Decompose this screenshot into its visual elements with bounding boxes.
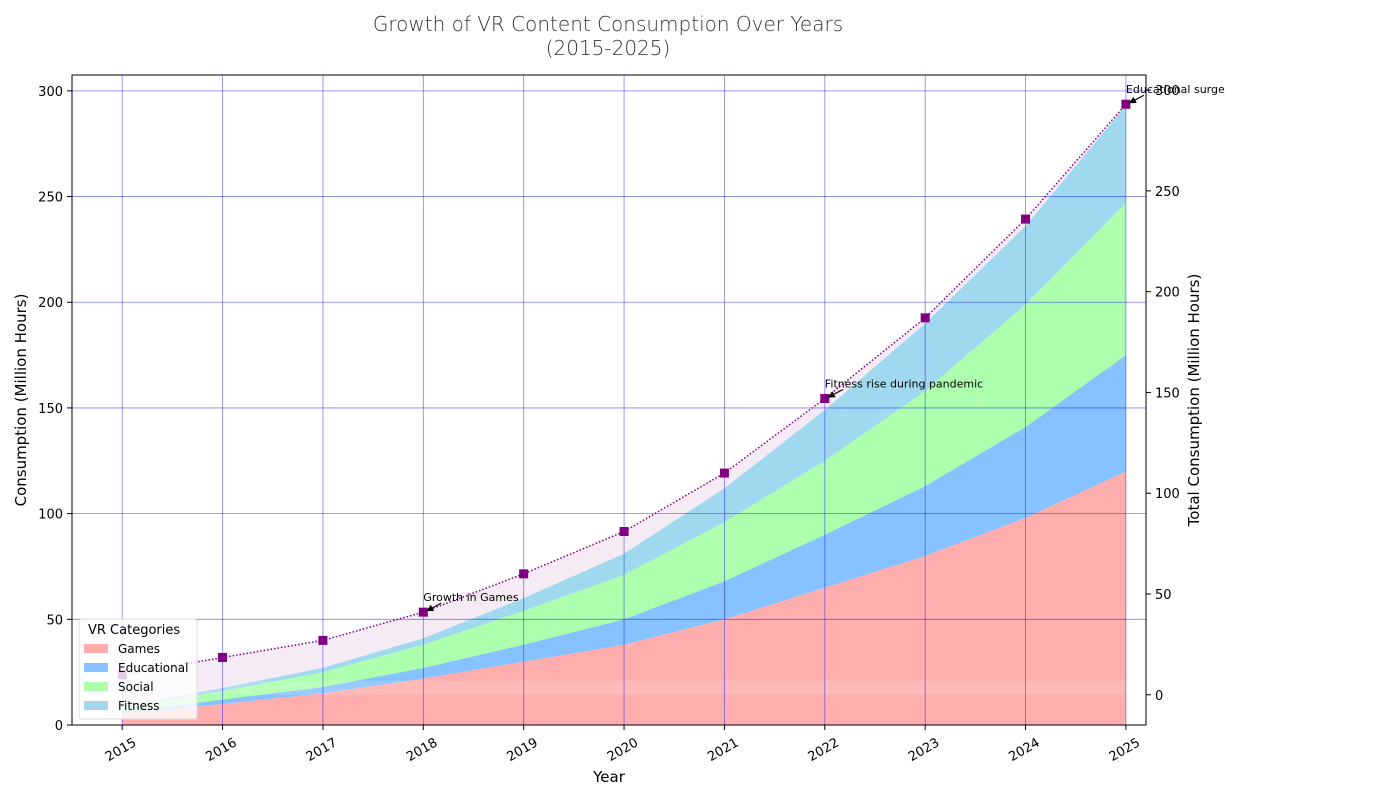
y-tick-label: 250 bbox=[38, 191, 63, 206]
chart-title: Growth of VR Content Consumption Over Ye… bbox=[373, 12, 843, 36]
annotation-label: Educational surge bbox=[1126, 83, 1225, 96]
x-tick-label: 2022 bbox=[806, 735, 842, 765]
y-right-tick-label: 250 bbox=[1155, 185, 1180, 200]
total-marker bbox=[318, 635, 328, 645]
y-right-tick-label: 0 bbox=[1155, 689, 1163, 704]
y-tick-label: 300 bbox=[38, 85, 63, 100]
annotation-label: Growth in Games bbox=[423, 591, 519, 604]
total-marker bbox=[1021, 214, 1031, 224]
total-marker bbox=[519, 569, 529, 579]
y-axis-label: Consumption (Million Hours) bbox=[12, 294, 30, 507]
x-tick-label: 2015 bbox=[103, 735, 139, 765]
legend-box bbox=[78, 618, 198, 720]
total-marker bbox=[1121, 99, 1131, 109]
annotation-label: Fitness rise during pandemic bbox=[825, 377, 983, 390]
y-right-tick-label: 150 bbox=[1155, 386, 1180, 401]
x-tick-label: 2019 bbox=[505, 735, 541, 765]
legend-label-educational: Educational bbox=[118, 661, 188, 675]
annotation-arrowhead bbox=[1128, 96, 1137, 104]
chart-subtitle: (2015-2025) bbox=[546, 36, 671, 60]
x-tick-label: 2016 bbox=[203, 735, 239, 765]
plot-frame bbox=[71, 74, 1147, 726]
annotation-arrowhead bbox=[827, 391, 836, 398]
y-tick-label: 50 bbox=[46, 613, 63, 628]
total-marker bbox=[920, 313, 930, 323]
total-marker bbox=[418, 607, 428, 617]
area-games bbox=[122, 471, 1126, 725]
y-tick-label: 200 bbox=[38, 296, 63, 311]
annotation-arrowhead bbox=[426, 604, 435, 612]
y-tick-label: 150 bbox=[38, 402, 63, 417]
legend-swatch-games bbox=[84, 644, 108, 653]
x-tick-label: 2023 bbox=[906, 735, 942, 765]
total-marker bbox=[619, 527, 629, 537]
y-right-tick-label: 300 bbox=[1155, 84, 1180, 99]
total-marker bbox=[820, 393, 830, 403]
x-axis-label: Year bbox=[592, 768, 626, 786]
y-right-tick-label: 200 bbox=[1155, 286, 1180, 301]
x-tick-label: 2020 bbox=[605, 735, 641, 765]
legend-swatch-fitness bbox=[84, 701, 108, 710]
legend-label-fitness: Fitness bbox=[118, 699, 160, 713]
x-tick-label: 2021 bbox=[705, 735, 741, 765]
legend-swatch-educational bbox=[84, 663, 108, 672]
x-tick-label: 2025 bbox=[1107, 735, 1143, 765]
legend-title: VR Categories bbox=[88, 623, 180, 638]
annotations: Growth in Games Fitness rise during pande… bbox=[423, 83, 1225, 612]
y-tick-label: 0 bbox=[55, 719, 63, 734]
y-right-tick-label: 50 bbox=[1155, 588, 1172, 603]
y-tick-label: 100 bbox=[38, 508, 63, 523]
y-axis-right-label: Total Consumption (Million Hours) bbox=[1185, 274, 1203, 528]
x-tick-label: 2017 bbox=[304, 735, 340, 765]
x-tick-label: 2018 bbox=[404, 735, 440, 765]
x-tick-label: 2024 bbox=[1006, 735, 1042, 765]
total-marker bbox=[218, 652, 228, 662]
y-right-tick-label: 100 bbox=[1155, 487, 1180, 502]
legend: VR Categories Games Educational Social Fitne… bbox=[78, 618, 198, 720]
legend-label-games: Games bbox=[118, 642, 160, 656]
total-marker bbox=[719, 468, 729, 478]
legend-label-social: Social bbox=[118, 680, 154, 694]
legend-swatch-social bbox=[84, 682, 108, 691]
